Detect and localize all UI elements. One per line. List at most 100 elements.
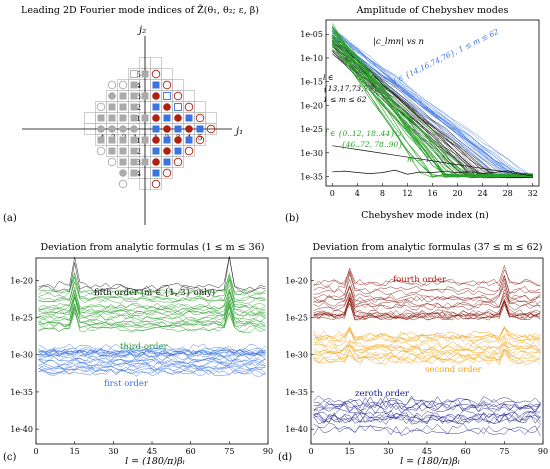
first-order-line [38,348,266,356]
zeroth-order-line [313,413,541,425]
blue-mode-marker [174,147,182,155]
x-tick-label: 8 [380,189,385,198]
y-tick-label: 2 [136,103,141,112]
gray-mode-marker [130,169,138,177]
x-tick-label: 45 [147,447,157,456]
second-order-line [313,344,541,359]
gray-mode-marker [119,114,127,122]
deviation-plot-low-m: fifth order (m ∈ {1, 3} only) third orde… [10,256,273,467]
first-order-line [38,350,266,358]
green-annotation-2: {46..72, 78..90} [341,140,403,149]
third-order-line [38,311,266,332]
red-open-marker [184,146,194,156]
third-order-label: third order [120,342,168,352]
blue-series-line [332,31,533,178]
gray-mode-marker [108,114,116,122]
fourier-mode-lattice: j₂ j₁ -4-3-2-11234554321-1-2-3-4 [22,25,243,225]
black-annotation-2: {13,17,73,77} [323,84,378,93]
x-tick-label: 32 [528,189,538,198]
third-order-line [38,305,266,327]
y-tick-label: 1e-30 [285,351,308,360]
first-order-line [38,368,266,377]
x-tick-label: 60 [461,447,471,456]
red-open-marker [173,157,183,167]
xaxis-label: l = (180/π)βₗ [400,456,460,467]
black-floor-line [332,145,533,177]
gray-mode-marker [97,136,105,144]
third-order-line [38,281,266,304]
blue-mode-marker [152,147,160,155]
gray-mode-marker [119,125,127,133]
j1-axis-label: j₁ [234,126,243,137]
x-tick-label: 5 [198,133,203,142]
gray-open-marker [118,179,128,189]
x-tick-label: 75 [499,447,509,456]
red-open-marker [206,124,216,134]
x-tick-label: 0 [33,447,38,456]
fourth-order-line [313,267,541,287]
first-order-line [38,362,266,371]
j2-axis-label: j₂ [137,25,146,36]
red-open-marker [151,179,161,189]
lattice-cell [194,101,206,113]
y-tick-label: 1e-15 [300,78,323,87]
gray-mode-marker [130,158,138,166]
blue-series-line [332,30,533,177]
first-order-line [38,343,266,352]
gray-mode-marker [108,92,116,100]
panel-b-label: (b) [285,213,300,224]
gray-mode-marker [119,136,127,144]
axis-mode-marker [141,92,149,100]
gray-mode-marker [130,81,138,89]
blue-mode-marker [185,136,193,144]
y-tick-label: 1 [136,114,141,123]
x-tick-label: 45 [422,447,432,456]
gray-mode-marker [130,92,138,100]
gray-mode-marker [108,136,116,144]
third-order-line [38,302,266,327]
panel-d-title: Deviation from analytic formulas (37 ≤ m… [312,242,543,253]
panel-c-label: (c) [3,452,17,463]
second-order-line [313,327,541,344]
blue-mode-marker [152,81,160,89]
gray-mode-marker [119,147,127,155]
second-order-line [313,350,541,365]
fourth-order-label: fourth order [393,275,447,285]
second-order-label: second order [425,365,483,375]
panel-a: Leading 2D Fourier mode indices of Z̃(θ₁… [0,0,275,232]
gray-mode-marker [108,103,116,111]
y-tick-label: 1e-30 [300,149,323,158]
zeroth-order-line [313,425,541,436]
gray-mode-marker [97,114,105,122]
x-tick-label: 60 [186,447,196,456]
fourth-order-line [313,272,541,296]
gray-mode-marker [130,103,138,111]
first-order-line [38,361,266,369]
red-mode-marker [163,147,171,155]
first-order-line [38,358,266,367]
blue-mode-marker [196,125,204,133]
panel-c: Deviation from analytic formulas (1 ≤ m … [0,236,275,469]
green-annotation-3: m = 1 [407,155,430,164]
blue-series-line [332,28,533,177]
xaxis-label: l = (180/π)βₗ [125,456,185,467]
fourth-order-line [313,284,541,303]
second-order-line [313,343,541,361]
lattice-cell [150,57,162,69]
blue-mode-marker [163,158,171,166]
gray-mode-marker [108,147,116,155]
panel-b-title: Amplitude of Chebyshev modes [356,5,509,16]
zeroth-order-line [313,422,541,435]
gray-open-marker [107,80,117,90]
third-order-line [38,275,266,298]
blue-mode-marker [152,169,160,177]
third-order-line [38,297,266,322]
fourth-order-line [313,278,541,302]
x-tick-label: 30 [383,447,393,456]
panel-d: Deviation from analytic formulas (37 ≤ m… [275,236,550,469]
panel-a-label: (a) [3,213,17,224]
lattice-cell [183,90,195,102]
y-tick-label: 1e-40 [285,425,308,434]
second-order-line [313,325,541,342]
blue-annotation: l ∈ {14,16,74,76}, 1 ≤ m ≤ 62 [392,27,500,86]
